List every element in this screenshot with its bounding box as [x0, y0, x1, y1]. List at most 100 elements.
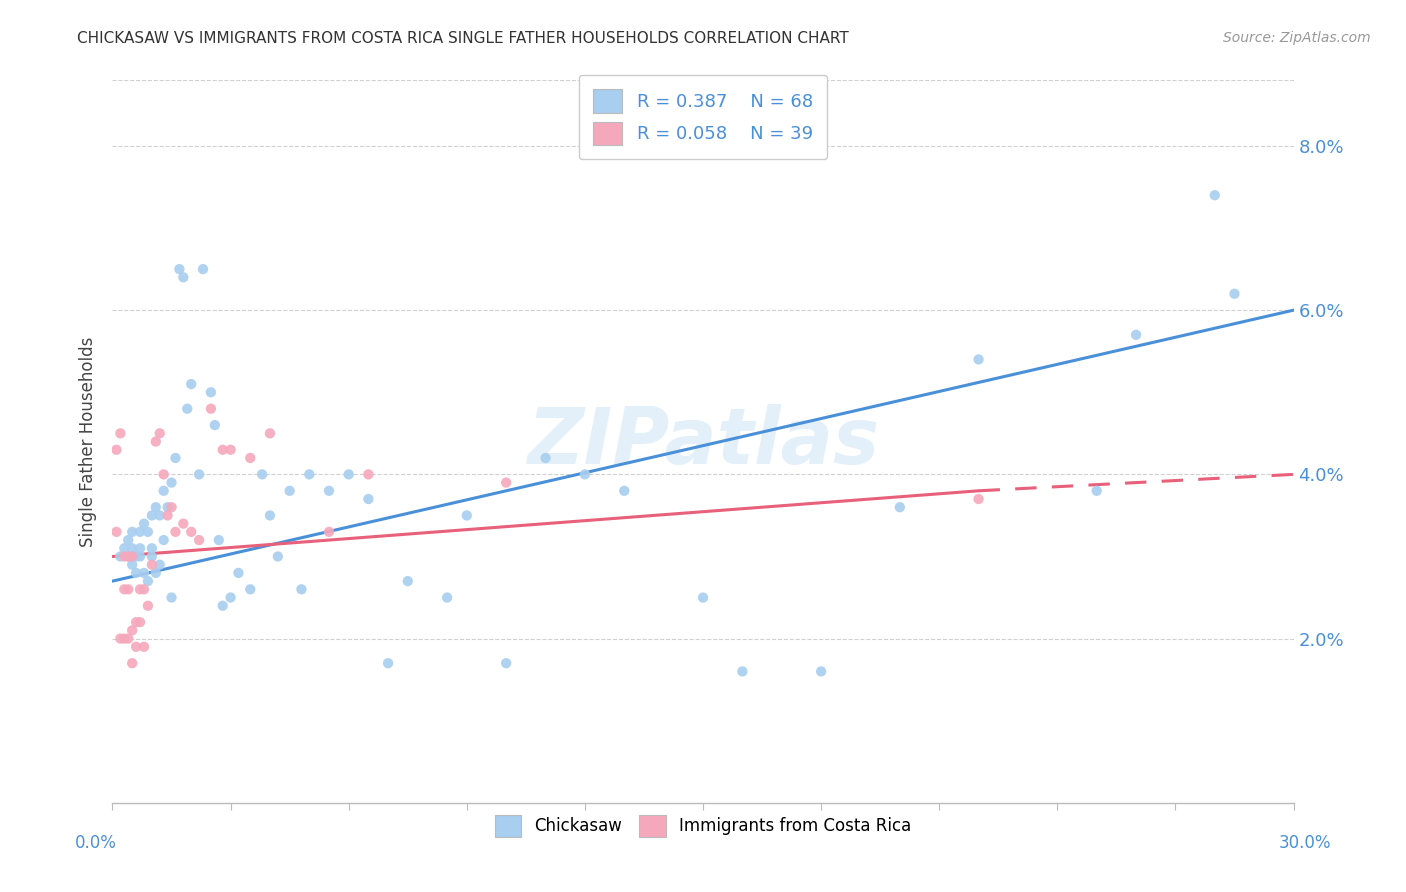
- Point: [145, 566, 167, 580]
- Point: [172, 516, 194, 531]
- Point: [290, 582, 312, 597]
- Point: [117, 549, 139, 564]
- Point: [377, 657, 399, 671]
- Point: [396, 574, 419, 588]
- Point: [110, 549, 132, 564]
- Point: [136, 524, 159, 539]
- Point: [136, 574, 159, 588]
- Text: 30.0%: 30.0%: [1278, 834, 1331, 852]
- Point: [117, 549, 139, 564]
- Point: [1223, 286, 1246, 301]
- Point: [169, 262, 191, 277]
- Point: [121, 657, 143, 671]
- Point: [889, 500, 911, 515]
- Point: [318, 524, 340, 539]
- Text: 0.0%: 0.0%: [75, 834, 117, 852]
- Point: [105, 442, 128, 457]
- Point: [121, 524, 143, 539]
- Point: [357, 491, 380, 506]
- Point: [141, 549, 163, 564]
- Point: [141, 508, 163, 523]
- Point: [145, 500, 167, 515]
- Point: [534, 450, 557, 465]
- Point: [132, 566, 155, 580]
- Point: [125, 549, 148, 564]
- Point: [112, 541, 135, 556]
- Point: [731, 665, 754, 679]
- Point: [149, 558, 172, 572]
- Point: [129, 524, 152, 539]
- Point: [810, 665, 832, 679]
- Point: [149, 508, 172, 523]
- Point: [160, 500, 183, 515]
- Point: [318, 483, 340, 498]
- Y-axis label: Single Father Households: Single Father Households: [79, 336, 97, 547]
- Point: [298, 467, 321, 482]
- Point: [112, 582, 135, 597]
- Point: [613, 483, 636, 498]
- Point: [200, 385, 222, 400]
- Point: [165, 524, 187, 539]
- Point: [117, 533, 139, 547]
- Point: [160, 475, 183, 490]
- Point: [156, 508, 179, 523]
- Point: [125, 640, 148, 654]
- Point: [259, 508, 281, 523]
- Text: CHICKASAW VS IMMIGRANTS FROM COSTA RICA SINGLE FATHER HOUSEHOLDS CORRELATION CHA: CHICKASAW VS IMMIGRANTS FROM COSTA RICA …: [77, 31, 849, 46]
- Point: [110, 632, 132, 646]
- Point: [121, 549, 143, 564]
- Point: [172, 270, 194, 285]
- Point: [136, 599, 159, 613]
- Point: [267, 549, 290, 564]
- Point: [129, 582, 152, 597]
- Point: [180, 377, 202, 392]
- Point: [129, 549, 152, 564]
- Point: [692, 591, 714, 605]
- Point: [436, 591, 458, 605]
- Point: [121, 541, 143, 556]
- Point: [219, 442, 242, 457]
- Point: [188, 533, 211, 547]
- Point: [149, 426, 172, 441]
- Point: [967, 352, 990, 367]
- Point: [132, 516, 155, 531]
- Point: [259, 426, 281, 441]
- Point: [239, 450, 262, 465]
- Point: [129, 615, 152, 630]
- Point: [574, 467, 596, 482]
- Point: [456, 508, 478, 523]
- Point: [211, 442, 233, 457]
- Point: [125, 615, 148, 630]
- Point: [165, 450, 187, 465]
- Point: [1085, 483, 1108, 498]
- Point: [188, 467, 211, 482]
- Legend: Chickasaw, Immigrants from Costa Rica: Chickasaw, Immigrants from Costa Rica: [486, 807, 920, 845]
- Point: [132, 582, 155, 597]
- Point: [105, 524, 128, 539]
- Point: [1125, 327, 1147, 342]
- Point: [191, 262, 214, 277]
- Point: [219, 591, 242, 605]
- Point: [152, 483, 174, 498]
- Point: [495, 475, 517, 490]
- Point: [337, 467, 360, 482]
- Point: [156, 500, 179, 515]
- Point: [145, 434, 167, 449]
- Point: [211, 599, 233, 613]
- Point: [129, 541, 152, 556]
- Point: [125, 566, 148, 580]
- Point: [967, 491, 990, 506]
- Point: [112, 549, 135, 564]
- Point: [110, 426, 132, 441]
- Point: [132, 640, 155, 654]
- Point: [204, 418, 226, 433]
- Point: [117, 632, 139, 646]
- Point: [117, 582, 139, 597]
- Point: [357, 467, 380, 482]
- Text: ZIPatlas: ZIPatlas: [527, 403, 879, 480]
- Point: [495, 657, 517, 671]
- Point: [121, 558, 143, 572]
- Point: [112, 632, 135, 646]
- Point: [152, 467, 174, 482]
- Point: [278, 483, 301, 498]
